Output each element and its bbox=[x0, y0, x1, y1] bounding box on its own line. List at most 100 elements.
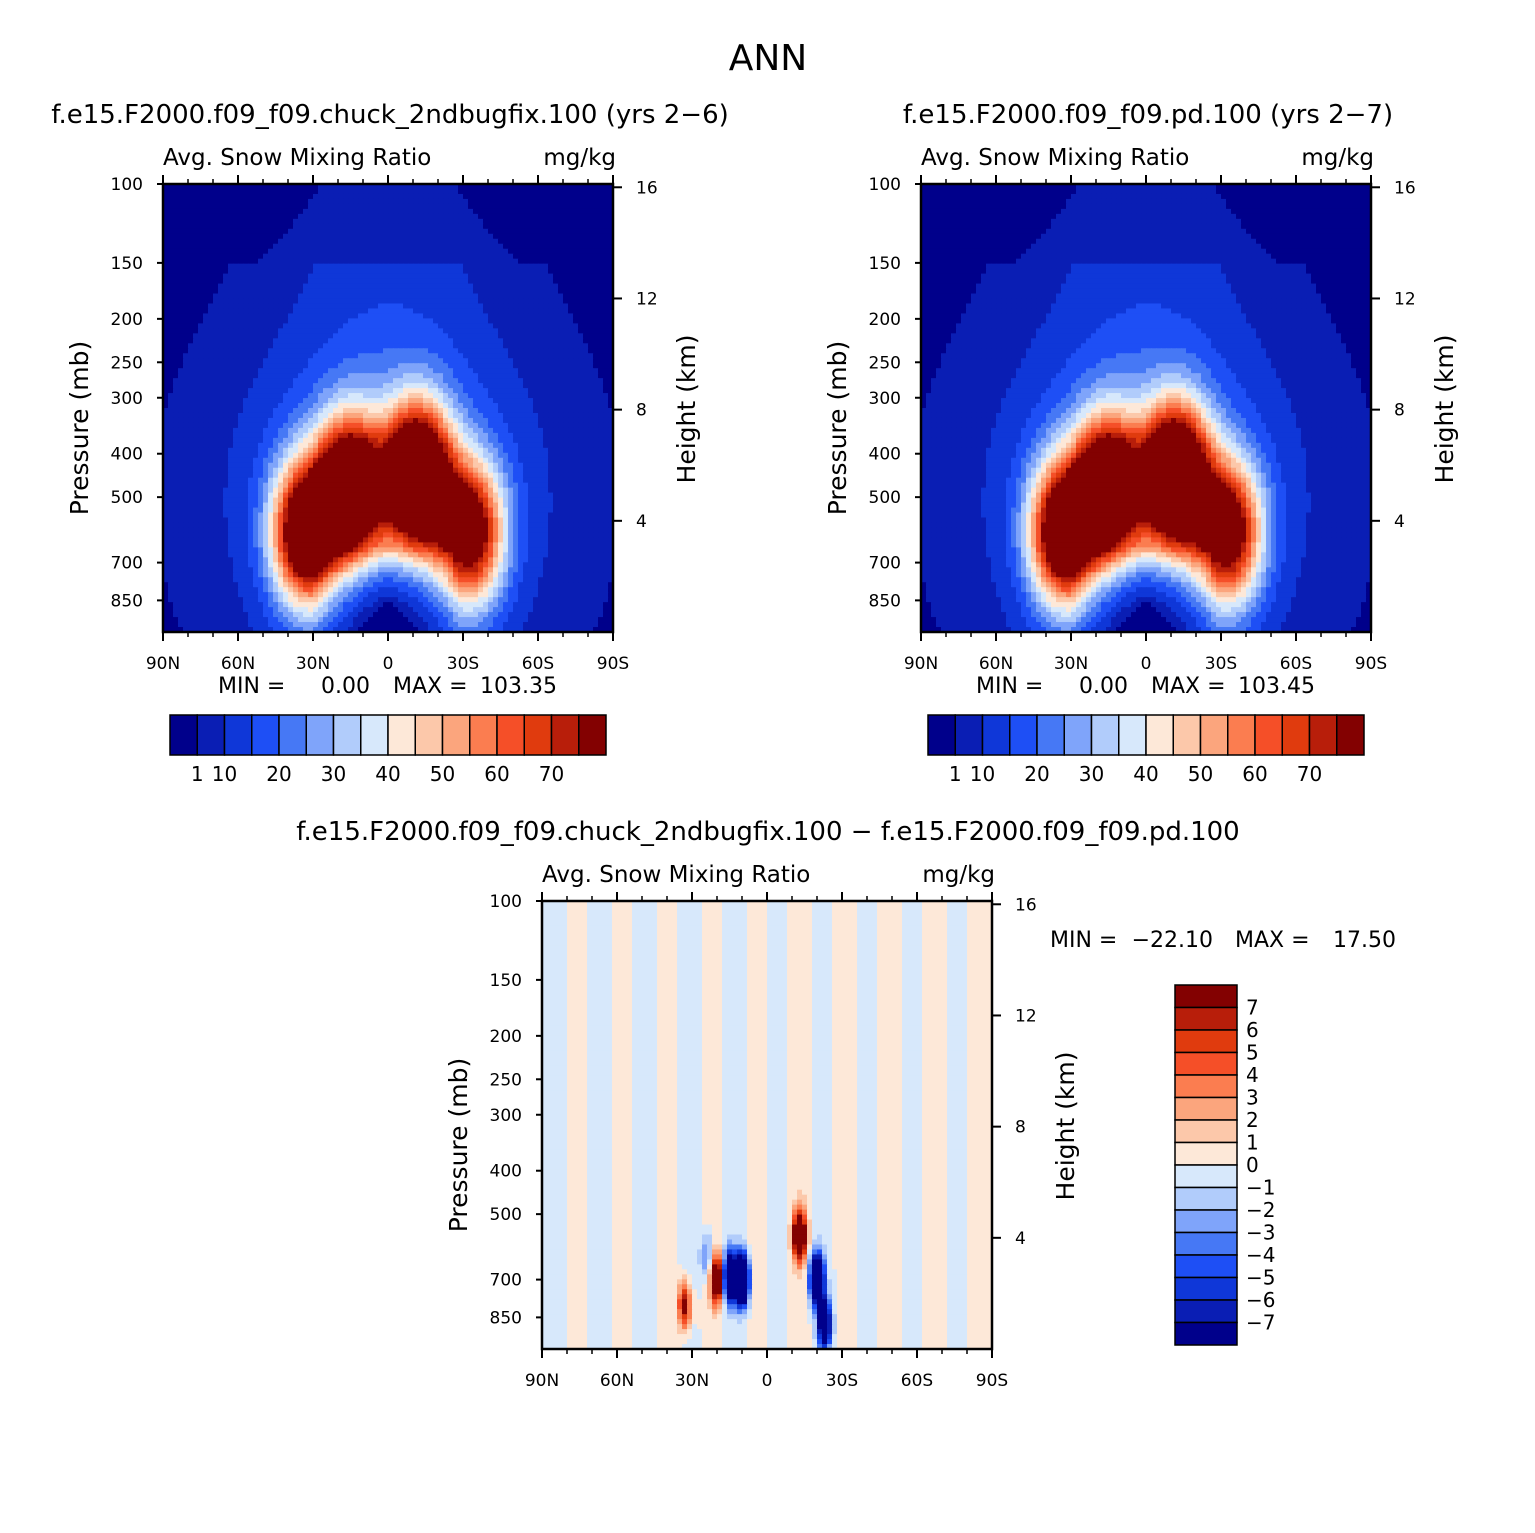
field-cell bbox=[288, 188, 294, 195]
field-cell bbox=[388, 452, 394, 459]
field-cell bbox=[278, 412, 284, 419]
field-cell bbox=[593, 398, 599, 404]
field-cell bbox=[333, 268, 339, 275]
field-cell bbox=[178, 288, 184, 295]
field-cell bbox=[338, 298, 344, 305]
field-cell bbox=[303, 333, 309, 339]
field-cell bbox=[563, 198, 569, 205]
field-cell bbox=[358, 328, 364, 334]
field-cell bbox=[363, 184, 369, 190]
field-cell bbox=[573, 452, 579, 459]
field-cell bbox=[403, 223, 409, 230]
field-cell bbox=[518, 218, 524, 225]
field-cell bbox=[198, 283, 204, 290]
field-cell bbox=[393, 373, 399, 379]
field-cell bbox=[458, 373, 464, 379]
field-cell bbox=[193, 442, 199, 449]
field-cell bbox=[588, 427, 594, 434]
field-cell bbox=[483, 298, 489, 305]
field-cell bbox=[528, 447, 534, 454]
field-cell bbox=[413, 393, 419, 399]
field-cell bbox=[403, 268, 409, 275]
field-cell bbox=[233, 223, 239, 230]
field-cell bbox=[308, 213, 314, 220]
field-cell bbox=[378, 417, 384, 424]
field-cell bbox=[523, 417, 529, 424]
field-cell bbox=[533, 213, 539, 220]
field-cell bbox=[558, 303, 564, 310]
field-cell bbox=[223, 313, 229, 319]
field-cell bbox=[318, 457, 324, 464]
field-cell bbox=[263, 258, 269, 265]
field-cell bbox=[408, 193, 414, 200]
field-cell bbox=[398, 412, 404, 419]
field-cell bbox=[463, 253, 469, 260]
field-cell bbox=[553, 253, 559, 260]
field-cell bbox=[243, 318, 249, 324]
field-cell bbox=[608, 383, 614, 389]
field-cell bbox=[308, 243, 314, 250]
field-cell bbox=[328, 437, 334, 444]
field-cell bbox=[378, 343, 384, 349]
field-cell bbox=[273, 218, 279, 225]
field-cell bbox=[293, 422, 299, 429]
field-cell bbox=[283, 238, 289, 245]
field-cell bbox=[433, 278, 439, 285]
field-cell bbox=[198, 338, 204, 344]
field-cell bbox=[418, 442, 424, 449]
field-cell bbox=[323, 403, 329, 409]
field-cell bbox=[258, 213, 264, 220]
field-cell bbox=[478, 188, 484, 195]
field-cell bbox=[573, 278, 579, 285]
field-cell bbox=[308, 198, 314, 205]
field-cell bbox=[418, 437, 424, 444]
field-cell bbox=[218, 338, 224, 344]
field-cell bbox=[313, 188, 319, 195]
field-cell bbox=[388, 417, 394, 424]
field-cell bbox=[483, 422, 489, 429]
field-cell bbox=[238, 203, 244, 210]
field-cell bbox=[448, 303, 454, 310]
field-cell bbox=[588, 273, 594, 280]
field-cell bbox=[508, 228, 514, 235]
field-cell bbox=[538, 238, 544, 245]
field-cell bbox=[393, 248, 399, 255]
field-cell bbox=[383, 233, 389, 240]
field-cell bbox=[583, 248, 589, 255]
field-cell bbox=[458, 243, 464, 250]
field-cell bbox=[203, 238, 209, 245]
field-cell bbox=[383, 193, 389, 200]
field-cell bbox=[278, 333, 284, 339]
field-cell bbox=[233, 253, 239, 260]
field-cell bbox=[398, 452, 404, 459]
field-cell bbox=[513, 273, 519, 280]
field-cell bbox=[293, 238, 299, 245]
field-cell bbox=[463, 203, 469, 210]
field-cell bbox=[283, 313, 289, 319]
field-cell bbox=[378, 338, 384, 344]
field-cell bbox=[508, 383, 514, 389]
field-cell bbox=[518, 368, 524, 374]
field-cell bbox=[578, 412, 584, 419]
field-cell bbox=[608, 203, 614, 210]
field-cell bbox=[533, 253, 539, 260]
field-cell bbox=[508, 417, 514, 424]
field-cell bbox=[448, 263, 454, 270]
field-cell bbox=[258, 223, 264, 230]
field-cell bbox=[593, 293, 599, 300]
field-cell bbox=[588, 408, 594, 414]
field-cell bbox=[473, 268, 479, 275]
field-cell bbox=[398, 388, 404, 394]
field-cell bbox=[433, 408, 439, 414]
field-cell bbox=[193, 378, 199, 384]
field-cell bbox=[528, 373, 534, 379]
field-cell bbox=[448, 188, 454, 195]
field-cell bbox=[468, 348, 474, 354]
field-cell bbox=[308, 318, 314, 324]
field-cell bbox=[403, 184, 409, 190]
field-cell bbox=[453, 288, 459, 295]
field-cell bbox=[493, 363, 499, 369]
field-cell bbox=[293, 253, 299, 260]
field-cell bbox=[498, 318, 504, 324]
field-cell bbox=[203, 383, 209, 389]
